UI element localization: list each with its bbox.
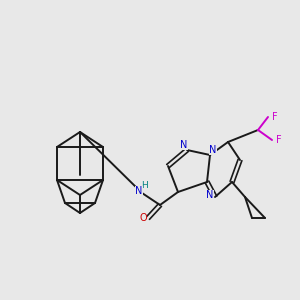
Text: F: F <box>272 112 278 122</box>
Text: F: F <box>276 135 282 145</box>
Text: N: N <box>209 145 217 155</box>
Text: O: O <box>139 213 147 223</box>
Text: N: N <box>180 140 188 150</box>
Text: H: H <box>141 181 147 190</box>
Text: N: N <box>206 190 214 200</box>
Text: N: N <box>135 186 143 196</box>
